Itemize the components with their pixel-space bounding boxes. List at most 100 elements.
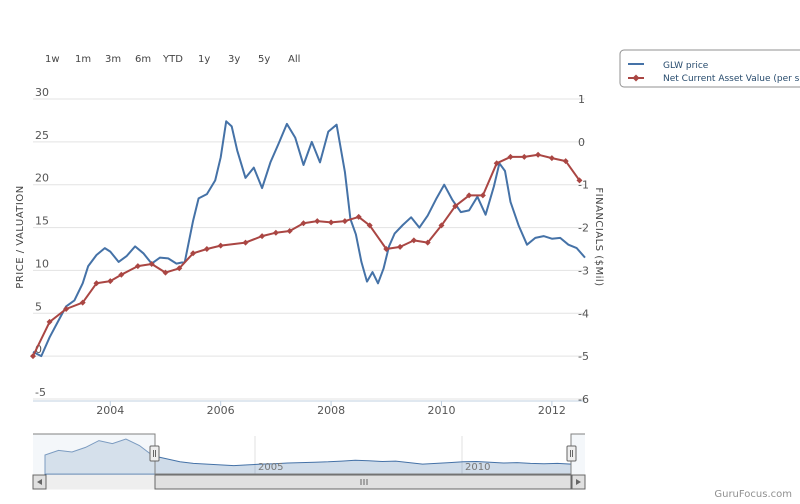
- data-point-marker[interactable]: [424, 239, 431, 246]
- navigator-handle-right[interactable]: [566, 445, 577, 462]
- data-point-marker[interactable]: [203, 246, 210, 252]
- data-point-marker[interactable]: [30, 353, 36, 360]
- y-left-tick-label: 5: [35, 300, 42, 313]
- navigator-handle-left[interactable]: [149, 445, 160, 462]
- data-point-marker[interactable]: [314, 218, 321, 225]
- data-point-marker[interactable]: [300, 220, 307, 227]
- data-point-marker[interactable]: [410, 237, 417, 244]
- series-line: [32, 120, 586, 358]
- legend: GLW price Net Current Asset Value (per s: [619, 49, 800, 88]
- range-button-1w[interactable]: 1w: [45, 54, 60, 65]
- data-point-marker[interactable]: [190, 250, 197, 257]
- y-left-tick-label: 15: [35, 215, 49, 228]
- y-axis-left-title: PRICE / VALUATION: [15, 185, 26, 288]
- x-axis: 2004 2006 2008 2010 2012: [96, 401, 566, 417]
- data-point-marker[interactable]: [576, 177, 583, 184]
- range-button-label: 1m: [75, 54, 91, 65]
- range-button-ytd[interactable]: YTD: [162, 54, 183, 65]
- y-left-tick-label: -5: [35, 386, 46, 399]
- data-point-marker[interactable]: [107, 278, 114, 285]
- y-right-tick-label: -6: [578, 393, 589, 406]
- scrollbar-thumb[interactable]: [154, 474, 572, 490]
- range-button-3m[interactable]: 3m: [105, 54, 121, 65]
- y-right-tick-label: 1: [578, 93, 585, 106]
- navigator-background: [33, 434, 585, 474]
- data-point-marker[interactable]: [548, 155, 555, 162]
- data-point-marker[interactable]: [355, 213, 362, 220]
- y-right-tick-label: -4: [578, 307, 589, 320]
- range-button-1m[interactable]: 1m: [75, 54, 91, 65]
- x-tick-label: 2008: [317, 404, 345, 417]
- data-point-marker[interactable]: [176, 265, 183, 272]
- data-point-marker[interactable]: [493, 160, 500, 167]
- data-point-marker[interactable]: [134, 263, 141, 270]
- scrollbar: [32, 474, 586, 490]
- data-point-marker[interactable]: [93, 280, 100, 287]
- data-point-marker[interactable]: [63, 306, 70, 312]
- grid-lines: [33, 98, 585, 400]
- x-tick-label: 2006: [207, 404, 235, 417]
- data-point-marker[interactable]: [46, 318, 53, 325]
- y-axis-left: -5 0 5 10 15 20 25 30: [35, 86, 49, 399]
- range-button-5y[interactable]: 5y: [258, 54, 270, 65]
- data-point-marker[interactable]: [162, 269, 169, 276]
- data-point-marker[interactable]: [479, 192, 486, 199]
- data-point-marker[interactable]: [328, 219, 335, 226]
- data-point-marker[interactable]: [366, 222, 373, 229]
- range-button-label: 5y: [258, 54, 270, 65]
- data-point-marker[interactable]: [452, 203, 459, 210]
- data-point-marker[interactable]: [259, 233, 266, 240]
- data-point-marker[interactable]: [242, 239, 249, 246]
- arrow-right-icon: [576, 479, 581, 485]
- y-right-tick-label: -5: [578, 350, 589, 363]
- data-point-marker[interactable]: [148, 261, 155, 267]
- legend-box: [619, 49, 800, 88]
- navigator-mask-right: [571, 434, 585, 474]
- x-tick-label: 2004: [96, 404, 124, 417]
- legend-label: Net Current Asset Value (per s: [663, 74, 800, 84]
- range-button-6m[interactable]: 6m: [135, 54, 151, 65]
- range-button-label: 3y: [228, 54, 240, 65]
- data-point-marker[interactable]: [466, 192, 473, 199]
- y-right-tick-label: -3: [578, 264, 589, 277]
- navigator-series-area: [44, 438, 572, 475]
- range-selector: 1w 1m 3m 6m YTD 1y 3y 5y All: [45, 54, 300, 65]
- legend-item-glw-price[interactable]: GLW price: [628, 61, 709, 71]
- y-right-tick-label: -1: [578, 179, 589, 192]
- data-point-marker[interactable]: [438, 222, 445, 229]
- data-point-marker[interactable]: [397, 243, 404, 250]
- range-button-label: 6m: [135, 54, 151, 65]
- data-point-marker[interactable]: [286, 228, 293, 234]
- data-point-marker[interactable]: [521, 153, 528, 160]
- y-right-tick-label: -2: [578, 222, 589, 235]
- credit-link[interactable]: GuruFocus.com: [714, 489, 792, 500]
- legend-item-ncav[interactable]: Net Current Asset Value (per s: [628, 74, 800, 84]
- range-button-1y[interactable]: 1y: [198, 54, 210, 65]
- data-point-marker[interactable]: [118, 271, 125, 278]
- data-point-marker[interactable]: [341, 218, 348, 225]
- series-glw-price: [32, 120, 586, 358]
- range-button-3y[interactable]: 3y: [228, 54, 240, 65]
- range-button-label: All: [288, 54, 300, 65]
- range-button-label: 1w: [45, 54, 60, 65]
- navigator-grid: [254, 436, 463, 474]
- data-point-marker[interactable]: [562, 158, 569, 165]
- data-point-marker[interactable]: [217, 242, 224, 249]
- series-ncav: [30, 151, 583, 360]
- y-left-tick-label: 25: [35, 129, 49, 142]
- scrollbar-left-arrow-button[interactable]: [32, 474, 47, 490]
- data-point-marker[interactable]: [535, 151, 542, 158]
- data-point-marker[interactable]: [383, 246, 390, 252]
- y-left-tick-label: 10: [35, 257, 49, 270]
- y-axis-right-title: FINANCIALS ($Mil): [593, 187, 604, 286]
- y-left-tick-label: 30: [35, 86, 49, 99]
- data-point-marker[interactable]: [507, 153, 514, 160]
- data-point-marker[interactable]: [79, 299, 86, 306]
- scrollbar-right-arrow-button[interactable]: [571, 474, 586, 490]
- navigator-x-label: 2005: [258, 462, 283, 473]
- range-button-all[interactable]: All: [288, 54, 300, 65]
- range-button-label: YTD: [162, 54, 183, 65]
- data-point-marker[interactable]: [272, 229, 279, 236]
- plot-series: [30, 120, 586, 360]
